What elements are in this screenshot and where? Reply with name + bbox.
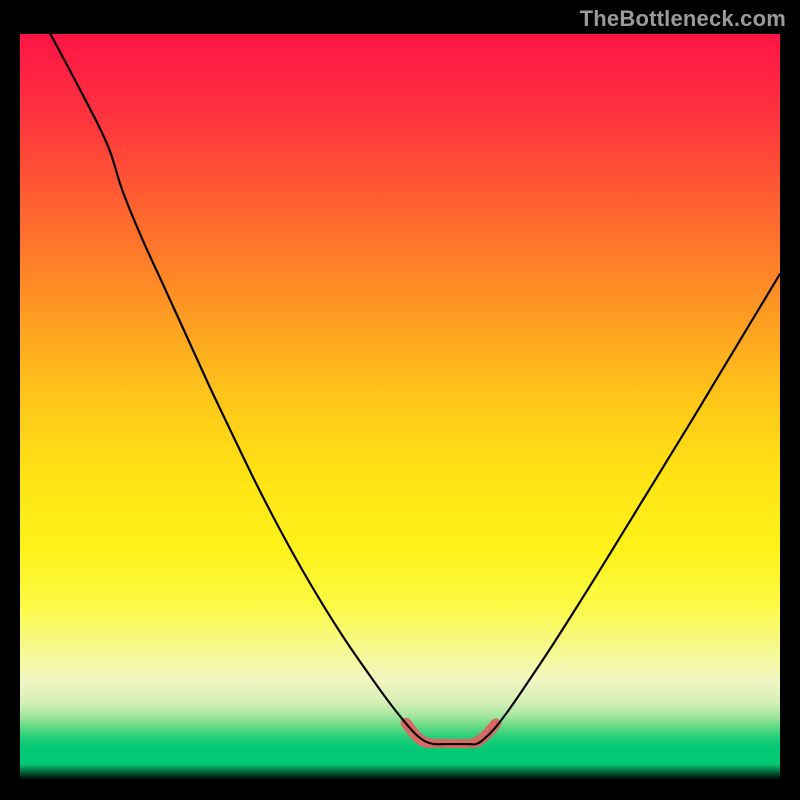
gradient-rect [20, 34, 780, 748]
chart-frame: TheBottleneck.com [0, 0, 800, 800]
watermark-text: TheBottleneck.com [580, 6, 786, 32]
plot-area [20, 34, 780, 748]
plot-background [20, 34, 780, 748]
bottom-gradient-strip [20, 748, 780, 780]
